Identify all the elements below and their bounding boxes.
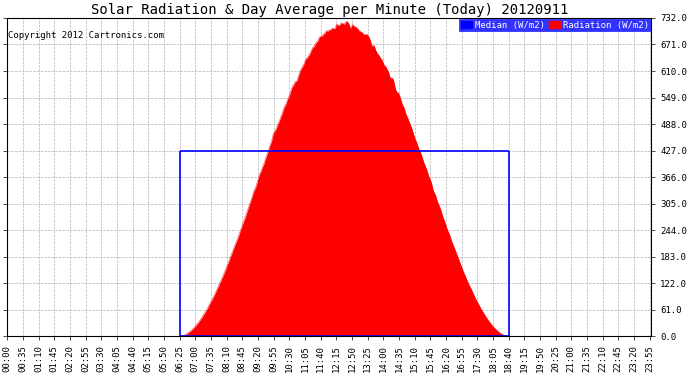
Legend: Median (W/m2), Radiation (W/m2): Median (W/m2), Radiation (W/m2) xyxy=(460,19,651,32)
Text: Copyright 2012 Cartronics.com: Copyright 2012 Cartronics.com xyxy=(8,31,164,40)
Title: Solar Radiation & Day Average per Minute (Today) 20120911: Solar Radiation & Day Average per Minute… xyxy=(90,3,568,17)
